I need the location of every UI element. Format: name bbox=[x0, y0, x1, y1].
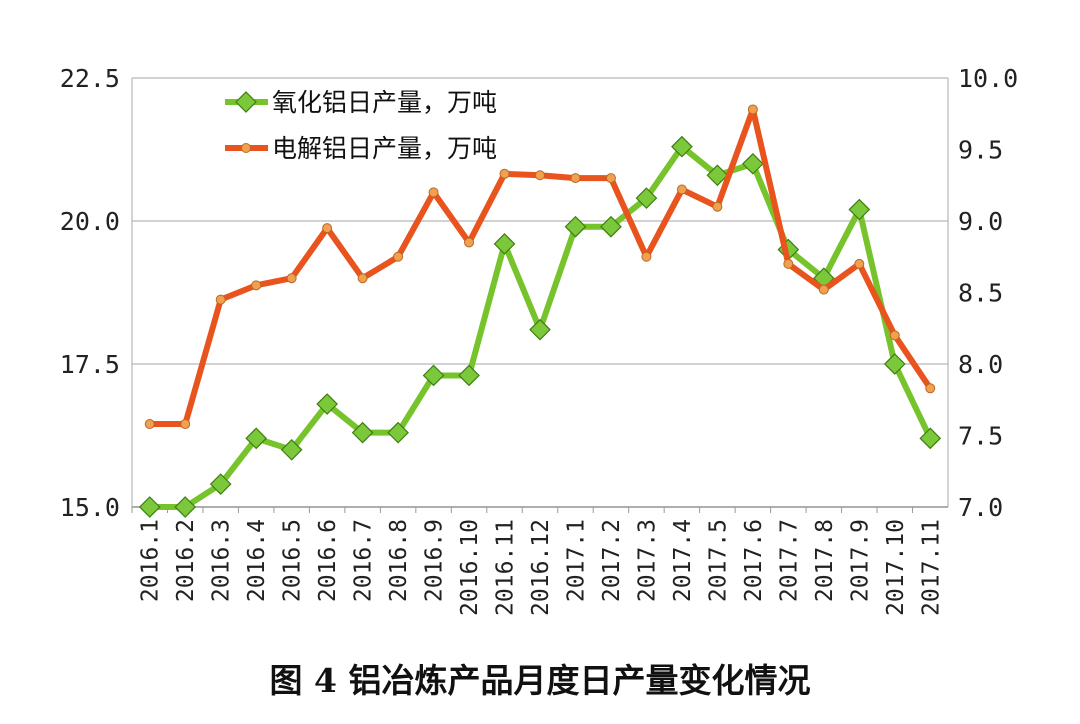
data-point bbox=[138, 496, 161, 518]
data-point bbox=[676, 184, 687, 195]
right-tick-label: 9.0 bbox=[958, 207, 1003, 236]
legend-marker bbox=[241, 143, 251, 153]
left-tick-label: 15.0 bbox=[60, 493, 120, 522]
data-point bbox=[641, 251, 652, 262]
x-tick-label: 2016.12 bbox=[528, 519, 554, 616]
data-point bbox=[529, 318, 551, 341]
data-point bbox=[245, 427, 268, 450]
data-point bbox=[818, 284, 829, 295]
left-tick-label: 22.5 bbox=[60, 64, 120, 93]
data-point bbox=[393, 251, 404, 262]
right-tick-label: 10.0 bbox=[958, 64, 1018, 93]
data-point bbox=[742, 152, 764, 175]
chart: 15.0 17.5 20.0 22.5 7.0 7.5 8.0 8.5 9.0 9.5 10.0 20… bbox=[60, 64, 1018, 616]
data-point bbox=[428, 187, 439, 198]
data-point bbox=[209, 473, 232, 495]
data-point bbox=[357, 273, 368, 284]
left-tick-label: 17.5 bbox=[60, 350, 120, 379]
axes: 15.0 17.5 20.0 22.5 7.0 7.5 8.0 8.5 9.0 9.5 10.0 20… bbox=[60, 64, 1018, 616]
right-tick-label: 8.5 bbox=[958, 279, 1003, 308]
x-tick-label: 2016.6 bbox=[315, 519, 341, 602]
data-point bbox=[251, 280, 262, 291]
right-tick-label: 9.5 bbox=[958, 136, 1003, 165]
data-point bbox=[635, 187, 658, 209]
series bbox=[138, 104, 942, 518]
data-point bbox=[215, 294, 226, 305]
legend-item: 氧化铝日产量，万吨 bbox=[225, 88, 497, 117]
data-point bbox=[783, 258, 794, 269]
x-tick-label: 2016.9 bbox=[422, 519, 448, 602]
data-point bbox=[600, 215, 622, 238]
legend-item: 电解铝日产量，万吨 bbox=[225, 134, 497, 163]
legend-label: 电解铝日产量，万吨 bbox=[272, 134, 497, 163]
data-point bbox=[493, 233, 516, 255]
x-tick-label: 2017.9 bbox=[847, 519, 873, 602]
data-point bbox=[919, 427, 942, 450]
x-tick-label: 2016.7 bbox=[351, 519, 377, 602]
data-point bbox=[535, 170, 545, 181]
x-tick-label: 2017.10 bbox=[883, 519, 909, 616]
data-point bbox=[351, 421, 374, 444]
x-tick-label: 2017.7 bbox=[776, 519, 802, 602]
x-tick-label: 2016.3 bbox=[209, 519, 235, 602]
data-point bbox=[747, 104, 758, 115]
data-point bbox=[387, 421, 409, 444]
data-point bbox=[706, 164, 729, 187]
data-point bbox=[286, 273, 297, 284]
series-electrolytic-aluminum bbox=[144, 104, 936, 430]
data-point bbox=[605, 173, 616, 184]
x-tick-label: 2016.2 bbox=[173, 519, 199, 602]
data-point bbox=[322, 223, 333, 234]
data-point bbox=[564, 215, 587, 238]
x-tick-label: 2017.8 bbox=[812, 519, 838, 602]
x-tick-label: 2016.10 bbox=[457, 519, 483, 616]
data-point bbox=[889, 330, 900, 341]
x-tick-label: 2017.2 bbox=[599, 519, 625, 602]
x-tick-label: 2017.3 bbox=[634, 519, 660, 602]
data-point bbox=[712, 201, 723, 212]
data-point bbox=[848, 198, 871, 221]
x-tick-label: 2017.6 bbox=[741, 519, 767, 602]
legend-marker bbox=[235, 91, 257, 113]
x-tick-label: 2016.8 bbox=[386, 519, 412, 602]
data-point bbox=[280, 438, 303, 461]
data-point bbox=[174, 496, 197, 518]
left-tick-label: 20.0 bbox=[60, 207, 120, 236]
x-tick-label: 2017.5 bbox=[705, 519, 731, 602]
legend-label: 氧化铝日产量，万吨 bbox=[272, 88, 497, 117]
data-point bbox=[570, 173, 581, 184]
data-point bbox=[464, 237, 475, 248]
x-tick-label: 2017.4 bbox=[670, 519, 696, 602]
right-tick-label: 7.5 bbox=[958, 422, 1003, 451]
data-point bbox=[316, 393, 338, 415]
x-tick-label: 2017.1 bbox=[563, 519, 589, 602]
right-tick-label: 7.0 bbox=[958, 493, 1003, 522]
figure-caption: 图 4 铝冶炼产品月度日产量变化情况 bbox=[269, 661, 811, 700]
data-point bbox=[854, 258, 865, 269]
data-point bbox=[671, 135, 693, 158]
x-tick-label: 2016.4 bbox=[244, 519, 270, 602]
data-point bbox=[883, 353, 906, 375]
x-tick-label: 2016.11 bbox=[493, 519, 519, 616]
data-point bbox=[144, 419, 155, 430]
series-alumina bbox=[138, 135, 942, 518]
x-tick-label: 2016.5 bbox=[280, 519, 306, 602]
right-tick-label: 8.0 bbox=[958, 350, 1003, 379]
data-point bbox=[458, 364, 480, 387]
data-point bbox=[499, 168, 510, 179]
data-point bbox=[925, 383, 936, 394]
x-tick-label: 2016.1 bbox=[138, 519, 164, 602]
data-point bbox=[422, 364, 445, 387]
x-tick-label: 2017.11 bbox=[918, 519, 944, 616]
data-point bbox=[180, 419, 191, 430]
